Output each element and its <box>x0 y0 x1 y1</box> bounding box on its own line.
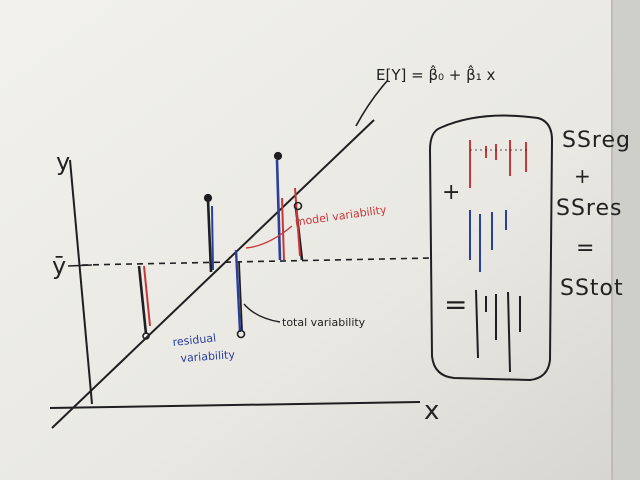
ss-tot-label: SStot <box>560 276 624 301</box>
data-point-4 <box>273 151 283 161</box>
deviation-red-5 <box>294 187 301 257</box>
total-variability-pointer <box>243 303 281 323</box>
board-frame-edge <box>612 0 640 480</box>
deviation-red-1 <box>143 265 151 327</box>
ssres-bars <box>469 210 507 272</box>
ss-plus-sign: + <box>574 164 592 188</box>
data-point-2 <box>203 193 213 203</box>
deviation-blue-2 <box>211 205 214 271</box>
ybar-line <box>81 257 433 266</box>
summary-box <box>428 114 554 382</box>
data-point-5 <box>293 201 303 211</box>
regression-line <box>51 119 375 429</box>
deviation-black-3 <box>238 261 243 331</box>
equation-pointer <box>355 79 389 127</box>
ss-res-label: SSres <box>556 196 623 221</box>
model-variability-pointer <box>245 225 293 249</box>
deviation-black-1 <box>137 265 148 335</box>
x-axis-label: x <box>424 396 441 426</box>
ybar-tick <box>67 264 93 267</box>
model-equation: E[Y] = β̂₀ + β̂₁ x <box>376 66 496 84</box>
deviation-blue-4 <box>275 159 282 261</box>
box-equals-sign: = <box>444 288 468 321</box>
ssreg-bars <box>469 140 527 188</box>
deviation-blue-3 <box>234 249 242 333</box>
x-axis <box>49 401 421 409</box>
sstot-bars <box>475 289 521 373</box>
data-point-1 <box>142 332 150 340</box>
data-point-3 <box>236 329 246 339</box>
ss-equals-sign: = <box>576 236 596 261</box>
y-axis-label: y <box>56 148 72 176</box>
total-variability-label: total variability <box>282 316 366 329</box>
box-plus-sign: + <box>442 180 461 205</box>
y-axis <box>69 159 93 405</box>
ss-reg-label: SSreg <box>562 128 631 153</box>
ybar-label: ȳ <box>52 252 68 280</box>
deviation-red-4 <box>281 197 285 261</box>
deviation-black-2 <box>206 199 213 273</box>
